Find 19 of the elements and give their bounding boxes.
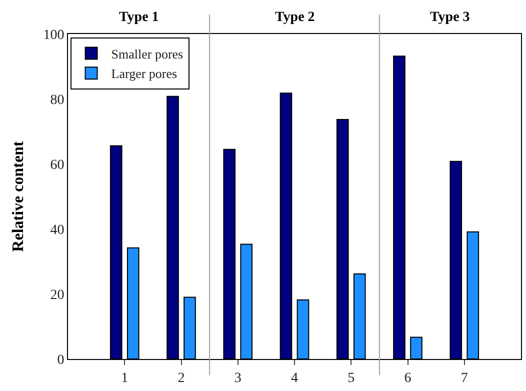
text: Type 2 xyxy=(275,10,315,25)
x-tick-label: 2 xyxy=(178,370,185,386)
x-tick-label: 6 xyxy=(404,370,412,386)
y-tick-label: 0 xyxy=(57,352,64,368)
text: Type 1 xyxy=(119,10,159,25)
y-tick-label: 80 xyxy=(50,92,64,108)
legend-label: Larger pores xyxy=(111,66,178,82)
x-tick-label: 1 xyxy=(121,370,128,386)
legend-label: Smaller pores xyxy=(111,46,184,62)
text: Type 3 xyxy=(430,10,470,25)
x-tick-label: 7 xyxy=(460,370,468,386)
y-tick-label: 100 xyxy=(43,28,64,43)
x-tick-label: 5 xyxy=(348,370,355,386)
y-tick-label: 40 xyxy=(50,222,64,238)
y-tick-label: 60 xyxy=(50,158,64,173)
x-tick-label: 3 xyxy=(234,370,242,386)
x-tick-label: 4 xyxy=(291,370,298,386)
y-tick-label: 20 xyxy=(50,288,64,303)
y-axis-title: Relative content xyxy=(10,140,28,252)
